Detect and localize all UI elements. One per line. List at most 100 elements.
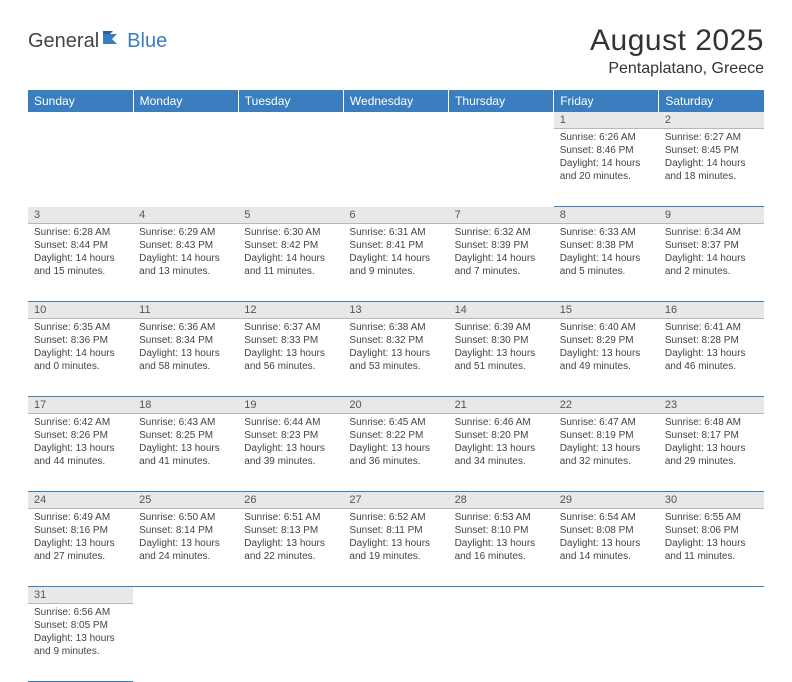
empty-cell — [343, 604, 448, 682]
day-number: 13 — [343, 302, 448, 319]
day-cell: Sunrise: 6:33 AMSunset: 8:38 PMDaylight:… — [554, 224, 659, 302]
sunrise-text: Sunrise: 6:46 AM — [455, 416, 548, 429]
sunrise-text: Sunrise: 6:33 AM — [560, 226, 653, 239]
daylight-text: Daylight: 13 hours and 22 minutes. — [244, 537, 337, 563]
daylight-text: Daylight: 13 hours and 36 minutes. — [349, 442, 442, 468]
day-content: Sunrise: 6:40 AMSunset: 8:29 PMDaylight:… — [554, 319, 659, 377]
day-cell: Sunrise: 6:47 AMSunset: 8:19 PMDaylight:… — [554, 414, 659, 492]
daylight-text: Daylight: 14 hours and 9 minutes. — [349, 252, 442, 278]
sunrise-text: Sunrise: 6:36 AM — [139, 321, 232, 334]
logo-word2: Blue — [127, 30, 167, 53]
day-cell: Sunrise: 6:32 AMSunset: 8:39 PMDaylight:… — [449, 224, 554, 302]
sunset-text: Sunset: 8:38 PM — [560, 239, 653, 252]
sunset-text: Sunset: 8:23 PM — [244, 429, 337, 442]
sunrise-text: Sunrise: 6:29 AM — [139, 226, 232, 239]
day-number: 5 — [238, 207, 343, 224]
sunrise-text: Sunrise: 6:56 AM — [34, 606, 127, 619]
day-cell: Sunrise: 6:56 AMSunset: 8:05 PMDaylight:… — [28, 604, 133, 682]
logo-word1: General — [28, 30, 99, 53]
day-cell: Sunrise: 6:42 AMSunset: 8:26 PMDaylight:… — [28, 414, 133, 492]
sunset-text: Sunset: 8:17 PM — [665, 429, 758, 442]
sunset-text: Sunset: 8:11 PM — [349, 524, 442, 537]
day-cell: Sunrise: 6:55 AMSunset: 8:06 PMDaylight:… — [659, 509, 764, 587]
day-content: Sunrise: 6:49 AMSunset: 8:16 PMDaylight:… — [28, 509, 133, 567]
empty-cell — [554, 587, 659, 604]
flag-icon — [103, 31, 125, 52]
empty-cell — [343, 129, 448, 207]
daylight-text: Daylight: 13 hours and 41 minutes. — [139, 442, 232, 468]
day-cell: Sunrise: 6:40 AMSunset: 8:29 PMDaylight:… — [554, 319, 659, 397]
empty-cell — [133, 587, 238, 604]
empty-cell — [449, 587, 554, 604]
sunset-text: Sunset: 8:10 PM — [455, 524, 548, 537]
day-number: 8 — [554, 207, 659, 224]
day-content: Sunrise: 6:56 AMSunset: 8:05 PMDaylight:… — [28, 604, 133, 662]
weekday-header: Saturday — [659, 90, 764, 112]
daylight-text: Daylight: 13 hours and 14 minutes. — [560, 537, 653, 563]
sunset-text: Sunset: 8:44 PM — [34, 239, 127, 252]
sunrise-text: Sunrise: 6:37 AM — [244, 321, 337, 334]
sunset-text: Sunset: 8:32 PM — [349, 334, 442, 347]
title-block: August 2025 Pentaplatano, Greece — [590, 24, 764, 78]
day-number: 19 — [238, 397, 343, 414]
sunrise-text: Sunrise: 6:34 AM — [665, 226, 758, 239]
day-content-row: Sunrise: 6:42 AMSunset: 8:26 PMDaylight:… — [28, 414, 764, 492]
empty-cell — [28, 129, 133, 207]
day-number: 30 — [659, 492, 764, 509]
daylight-text: Daylight: 14 hours and 13 minutes. — [139, 252, 232, 278]
day-number-row: 17181920212223 — [28, 397, 764, 414]
sunset-text: Sunset: 8:39 PM — [455, 239, 548, 252]
empty-cell — [449, 112, 554, 129]
empty-cell — [238, 604, 343, 682]
day-content: Sunrise: 6:36 AMSunset: 8:34 PMDaylight:… — [133, 319, 238, 377]
sunrise-text: Sunrise: 6:51 AM — [244, 511, 337, 524]
weekday-header: Wednesday — [343, 90, 448, 112]
sunrise-text: Sunrise: 6:44 AM — [244, 416, 337, 429]
sunset-text: Sunset: 8:37 PM — [665, 239, 758, 252]
sunrise-text: Sunrise: 6:38 AM — [349, 321, 442, 334]
calendar-table: SundayMondayTuesdayWednesdayThursdayFrid… — [28, 90, 764, 682]
day-cell: Sunrise: 6:31 AMSunset: 8:41 PMDaylight:… — [343, 224, 448, 302]
header: General Blue August 2025 Pentaplatano, G… — [28, 24, 764, 78]
day-content: Sunrise: 6:42 AMSunset: 8:26 PMDaylight:… — [28, 414, 133, 472]
weekday-header: Friday — [554, 90, 659, 112]
daylight-text: Daylight: 13 hours and 9 minutes. — [34, 632, 127, 658]
day-number: 25 — [133, 492, 238, 509]
day-number: 1 — [554, 112, 659, 129]
day-number: 10 — [28, 302, 133, 319]
day-number: 14 — [449, 302, 554, 319]
daylight-text: Daylight: 13 hours and 19 minutes. — [349, 537, 442, 563]
day-cell: Sunrise: 6:54 AMSunset: 8:08 PMDaylight:… — [554, 509, 659, 587]
day-cell: Sunrise: 6:34 AMSunset: 8:37 PMDaylight:… — [659, 224, 764, 302]
daylight-text: Daylight: 13 hours and 46 minutes. — [665, 347, 758, 373]
sunset-text: Sunset: 8:22 PM — [349, 429, 442, 442]
day-cell: Sunrise: 6:28 AMSunset: 8:44 PMDaylight:… — [28, 224, 133, 302]
sunrise-text: Sunrise: 6:52 AM — [349, 511, 442, 524]
daylight-text: Daylight: 14 hours and 18 minutes. — [665, 157, 758, 183]
sunrise-text: Sunrise: 6:49 AM — [34, 511, 127, 524]
day-number: 20 — [343, 397, 448, 414]
day-content: Sunrise: 6:29 AMSunset: 8:43 PMDaylight:… — [133, 224, 238, 282]
sunset-text: Sunset: 8:08 PM — [560, 524, 653, 537]
daylight-text: Daylight: 13 hours and 51 minutes. — [455, 347, 548, 373]
sunrise-text: Sunrise: 6:35 AM — [34, 321, 127, 334]
day-number-row: 24252627282930 — [28, 492, 764, 509]
day-number: 26 — [238, 492, 343, 509]
day-cell: Sunrise: 6:29 AMSunset: 8:43 PMDaylight:… — [133, 224, 238, 302]
daylight-text: Daylight: 13 hours and 44 minutes. — [34, 442, 127, 468]
day-content: Sunrise: 6:38 AMSunset: 8:32 PMDaylight:… — [343, 319, 448, 377]
sunrise-text: Sunrise: 6:53 AM — [455, 511, 548, 524]
day-number: 15 — [554, 302, 659, 319]
day-number: 22 — [554, 397, 659, 414]
day-content-row: Sunrise: 6:49 AMSunset: 8:16 PMDaylight:… — [28, 509, 764, 587]
weekday-header: Sunday — [28, 90, 133, 112]
day-content: Sunrise: 6:52 AMSunset: 8:11 PMDaylight:… — [343, 509, 448, 567]
day-content-row: Sunrise: 6:28 AMSunset: 8:44 PMDaylight:… — [28, 224, 764, 302]
page-title: August 2025 — [590, 24, 764, 58]
day-content: Sunrise: 6:43 AMSunset: 8:25 PMDaylight:… — [133, 414, 238, 472]
day-content: Sunrise: 6:37 AMSunset: 8:33 PMDaylight:… — [238, 319, 343, 377]
day-cell: Sunrise: 6:44 AMSunset: 8:23 PMDaylight:… — [238, 414, 343, 492]
day-cell: Sunrise: 6:41 AMSunset: 8:28 PMDaylight:… — [659, 319, 764, 397]
day-cell: Sunrise: 6:26 AMSunset: 8:46 PMDaylight:… — [554, 129, 659, 207]
sunset-text: Sunset: 8:42 PM — [244, 239, 337, 252]
